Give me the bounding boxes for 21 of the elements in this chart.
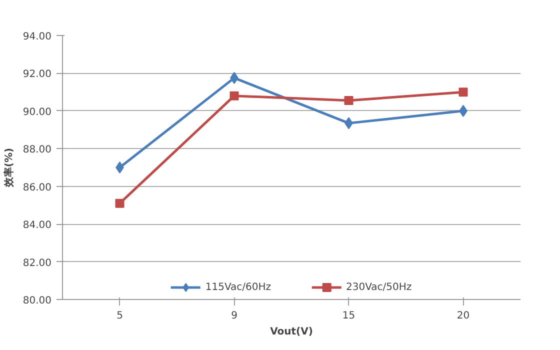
point xyxy=(116,162,124,174)
y-tick-label: 88.00 xyxy=(22,144,52,156)
legend-label: 230Vac/50Hz xyxy=(346,282,412,292)
y-axis-title: 效率(%) xyxy=(2,148,15,188)
point xyxy=(115,198,124,208)
y-tick-label: 90.00 xyxy=(22,106,52,118)
y-tick-label: 84.00 xyxy=(22,220,52,232)
y-tick-label: 80.00 xyxy=(22,296,52,306)
x-tick-label: 5 xyxy=(116,310,123,322)
y-tick-label: 94.00 xyxy=(22,32,52,42)
legend-label: 115Vac/60Hz xyxy=(205,282,271,292)
point xyxy=(230,91,239,100)
x-tick-label: 20 xyxy=(456,310,470,322)
x-tick-label: 15 xyxy=(342,310,356,322)
y-tick-label: 82.00 xyxy=(22,258,52,269)
x-axis-title: Vout(V) xyxy=(270,326,313,338)
y-tick-label: 92.00 xyxy=(22,69,52,80)
x-tick-label: 9 xyxy=(231,310,238,322)
point xyxy=(344,96,354,106)
y-tick-label: 86.00 xyxy=(22,182,52,194)
point xyxy=(458,88,468,97)
